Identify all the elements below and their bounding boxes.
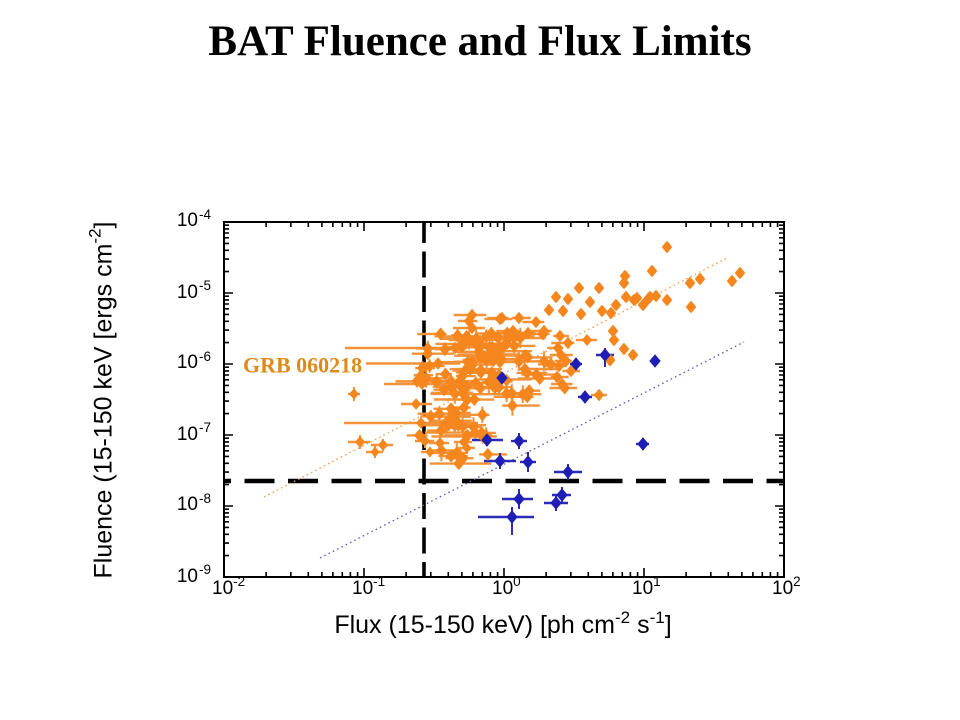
svg-text:-6: -6	[199, 349, 211, 364]
svg-text:10-1: 10-1	[352, 574, 385, 599]
svg-text:Flux (15-150 keV) [ph cm-2 s-1: Flux (15-150 keV) [ph cm-2 s-1]	[334, 608, 671, 639]
svg-text:10: 10	[177, 352, 198, 373]
svg-text:102: 102	[772, 574, 801, 599]
svg-text:Fluence (15-150 keV [ergs cm-2: Fluence (15-150 keV [ergs cm-2]	[86, 222, 118, 579]
svg-text:10: 10	[177, 494, 198, 515]
svg-text:-4: -4	[199, 207, 211, 222]
svg-text:10: 10	[177, 282, 198, 303]
svg-text:10: 10	[177, 210, 198, 231]
svg-text:100: 100	[492, 574, 521, 599]
svg-text:-7: -7	[199, 420, 211, 435]
svg-text:GRB 060218: GRB 060218	[243, 353, 362, 378]
svg-text:-9: -9	[199, 562, 211, 577]
svg-text:10: 10	[177, 566, 198, 587]
svg-text:-5: -5	[199, 278, 211, 293]
svg-text:10: 10	[177, 424, 198, 445]
svg-text:-8: -8	[199, 491, 211, 506]
svg-text:10-2: 10-2	[212, 574, 245, 599]
svg-text:101: 101	[632, 574, 661, 599]
